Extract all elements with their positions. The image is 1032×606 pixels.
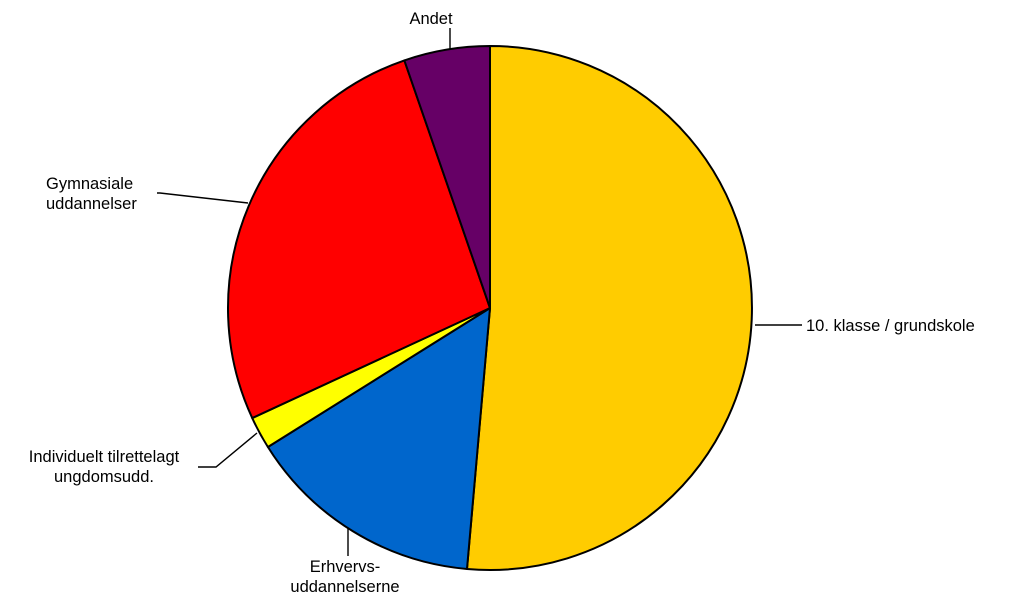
pie-labels: 10. klasse / grundskole Erhvervs-uddannel… [29,10,975,596]
slice-label-line: uddannelser [46,195,137,213]
slice-label-1: 10. klasse / grundskole [806,317,975,335]
slice-label-line: ungdomsudd. [54,468,154,486]
slice-label-5: Andet [409,10,453,28]
pie-slice-4 [227,59,491,420]
slice-label-line: Gymnasiale [46,175,133,193]
pie-slice-5 [403,45,491,309]
leader-line-3 [198,432,258,468]
slice-label-4: Gymnasiale uddannelser [46,175,137,213]
slice-label-2: Erhvervs-uddannelserne [290,558,399,596]
slice-label-line: Individuelt tilrettelagt [29,448,180,466]
pie-slices [227,45,753,571]
slice-label-line: uddannelserne [290,578,399,596]
slice-label-line: Andet [409,10,453,28]
pie-slice-1 [465,45,753,571]
slice-label-3: Individuelt tilrettelagt ungdomsudd. [29,448,180,486]
slice-label-line: 10. klasse / grundskole [806,317,975,335]
pie-slice-2 [266,307,491,570]
leader-line-4 [157,192,249,204]
slice-label-line: Erhvervs- [310,558,381,576]
